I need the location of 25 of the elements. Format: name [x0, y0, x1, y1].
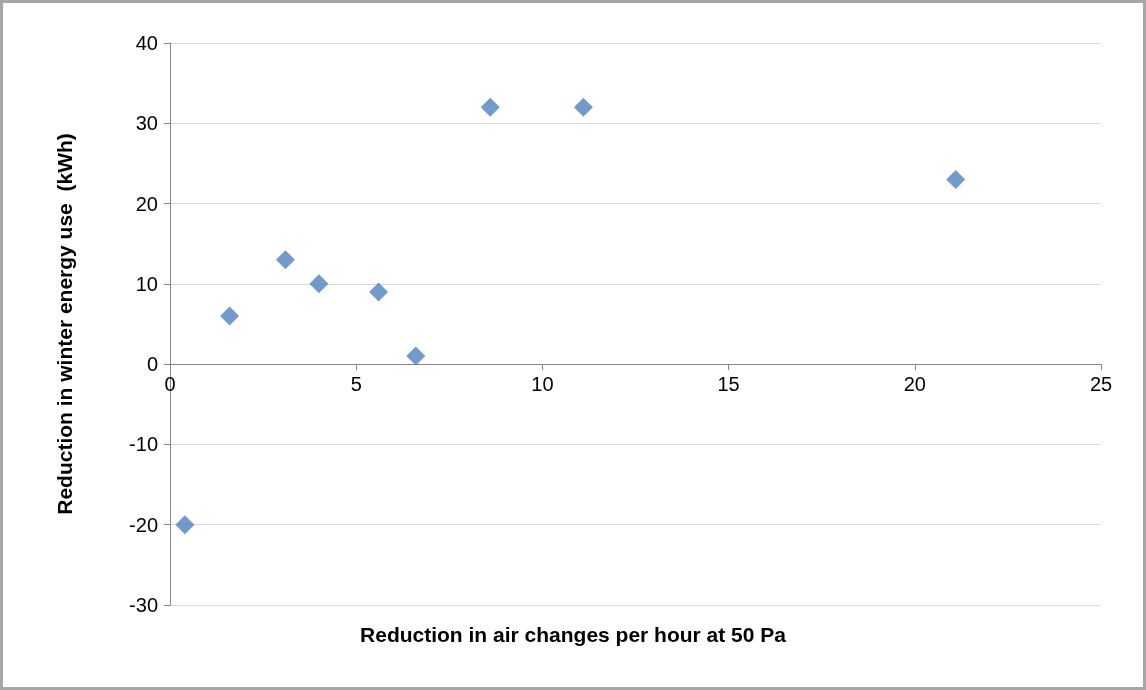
point — [406, 346, 426, 366]
x-tick-label: 20 — [903, 373, 926, 396]
y-tick-label: 40 — [135, 32, 158, 54]
y-tick-label: 30 — [135, 112, 158, 135]
point — [480, 97, 500, 117]
y-tick-label: 10 — [135, 272, 158, 295]
x-tick-label: 5 — [350, 373, 362, 396]
x-axis-title: Reduction in air changes per hour at 50 Pa — [360, 623, 787, 646]
y-tick-label: 0 — [146, 353, 158, 376]
y-tick-label: -20 — [129, 513, 158, 536]
x-tick-label: 25 — [1089, 373, 1113, 396]
y-tick-label: -30 — [129, 594, 158, 616]
y-axis-title: Reduction in winter energy use (kWh) — [53, 133, 76, 515]
x-tick-label: 15 — [717, 373, 740, 396]
point — [175, 515, 195, 535]
y-tick-label: -10 — [129, 433, 158, 456]
point — [946, 169, 966, 189]
point — [309, 274, 329, 294]
y-tick-label: 20 — [135, 192, 158, 215]
x-tick-label: 0 — [164, 373, 176, 396]
point — [573, 97, 593, 117]
point — [220, 306, 240, 326]
point — [275, 250, 295, 270]
point — [369, 282, 389, 302]
x-tick-label: 10 — [531, 373, 554, 396]
